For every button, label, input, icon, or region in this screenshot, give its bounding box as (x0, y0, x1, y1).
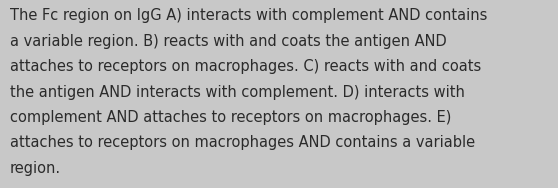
Text: The Fc region on IgG A) interacts with complement AND contains: The Fc region on IgG A) interacts with c… (10, 8, 488, 24)
Text: a variable region. B) reacts with and coats the antigen AND: a variable region. B) reacts with and co… (10, 34, 447, 49)
Text: region.: region. (10, 161, 61, 176)
Text: attaches to receptors on macrophages AND contains a variable: attaches to receptors on macrophages AND… (10, 135, 475, 150)
Text: attaches to receptors on macrophages. C) reacts with and coats: attaches to receptors on macrophages. C)… (10, 59, 482, 74)
Text: the antigen AND interacts with complement. D) interacts with: the antigen AND interacts with complemen… (10, 85, 465, 100)
Text: complement AND attaches to receptors on macrophages. E): complement AND attaches to receptors on … (10, 110, 451, 125)
